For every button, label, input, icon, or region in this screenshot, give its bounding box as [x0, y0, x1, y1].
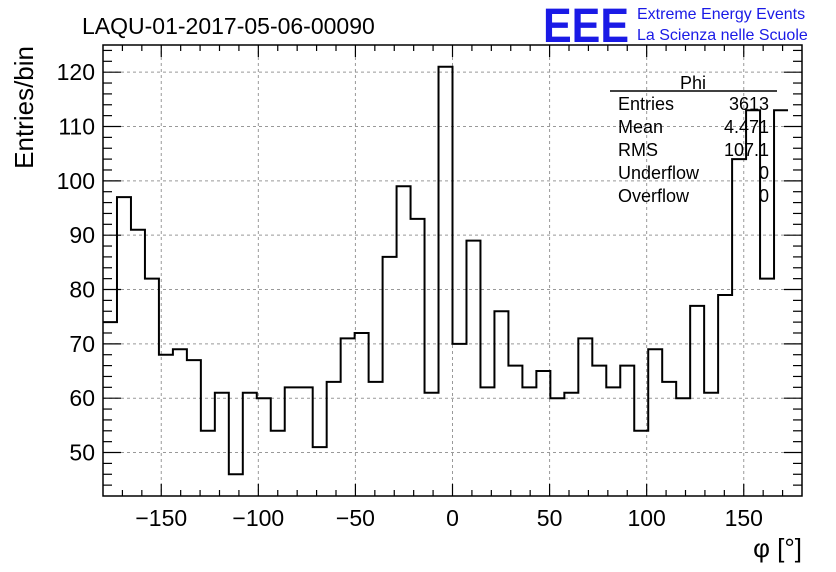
x-axis-label: φ [°]: [753, 533, 802, 563]
stats-value: 107.1: [724, 140, 769, 160]
stats-value: 0: [759, 163, 769, 183]
y-tick-label: 110: [58, 114, 95, 140]
stats-label: RMS: [618, 140, 658, 160]
stats-value: 4.471: [724, 117, 769, 137]
x-tick-label: 100: [627, 505, 665, 531]
stats-label: Entries: [618, 94, 674, 114]
x-tick-label: 50: [537, 505, 563, 531]
stats-label: Overflow: [618, 186, 690, 206]
logo-line-1: Extreme Energy Events: [637, 6, 805, 23]
eee-logo-mark: EEE: [543, 0, 629, 53]
y-tick-label: 90: [69, 222, 95, 248]
y-axis-label: Entries/bin: [9, 46, 39, 169]
x-tick-label: −150: [135, 505, 187, 531]
stats-value: 0: [759, 186, 769, 206]
histogram-series: [103, 65, 789, 476]
y-tick-label: 100: [57, 168, 95, 194]
y-tick-label: 60: [69, 385, 95, 411]
x-tick-label: 0: [446, 505, 459, 531]
chart-title: LAQU-01-2017-05-06-00090: [82, 13, 375, 39]
y-tick-label: 120: [57, 59, 95, 85]
axis-ticks: [103, 45, 802, 496]
x-tick-labels: −150 −100 −50 0 50 100 150: [135, 505, 763, 531]
eee-logo: EEE Extreme Energy Events La Scienza nel…: [543, 0, 808, 53]
logo-line-2: La Scienza nelle Scuole: [637, 27, 808, 44]
y-tick-label: 70: [69, 331, 95, 357]
stats-label: Mean: [618, 117, 663, 137]
x-tick-label: 150: [725, 505, 763, 531]
y-tick-labels: 50 60 70 80 90 100 110 120: [57, 59, 95, 465]
stats-title: Phi: [680, 73, 706, 93]
stats-value: 3613: [729, 94, 769, 114]
x-tick-label: −50: [336, 505, 375, 531]
stats-box: Phi Entries 3613 Mean 4.471 RMS 107.1 Underflo…: [610, 73, 777, 206]
x-tick-label: −100: [232, 505, 284, 531]
stats-rows: Entries 3613 Mean 4.471 RMS 107.1 Underflow 0 Ov…: [618, 94, 769, 206]
y-tick-label: 50: [69, 440, 95, 466]
y-tick-label: 80: [69, 277, 95, 303]
stats-label: Underflow: [618, 163, 700, 183]
